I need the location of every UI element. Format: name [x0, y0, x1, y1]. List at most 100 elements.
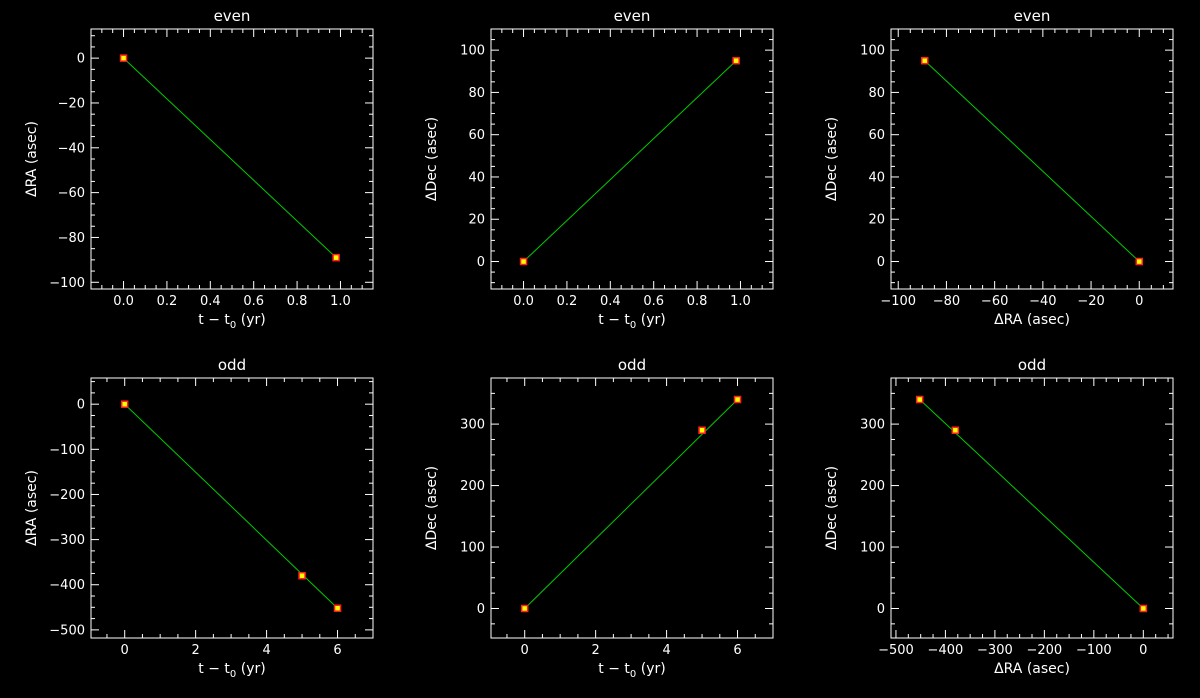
data-point — [733, 395, 742, 404]
x-tick-label: −20 — [1077, 294, 1104, 309]
x-tick-label: −500 — [878, 643, 914, 658]
y-tick-label: −60 — [58, 186, 85, 201]
y-tick-label: 40 — [868, 170, 885, 185]
x-tick-label: −400 — [928, 643, 964, 658]
panel-1: even 0.0 0.2 0.4 0.6 0.8 1.0 −100 −80 −60 −40 −20 0 t… — [24, 7, 374, 331]
fit-line — [919, 399, 1144, 609]
y-tick-label: 200 — [460, 479, 485, 494]
x-tick-label: 4 — [662, 643, 670, 658]
y-tick-label: 0 — [77, 398, 85, 413]
x-tick-label: 0 — [121, 643, 129, 658]
plot-frame — [490, 377, 774, 639]
x-tick-label: 0.8 — [687, 294, 708, 309]
x-tick-label: 6 — [333, 643, 341, 658]
y-tick-label: 100 — [460, 44, 485, 59]
data-point — [333, 604, 342, 612]
y-axis-label: ΔRA (asec) — [24, 470, 40, 546]
x-tick-label: 1.0 — [730, 294, 751, 309]
x-tick-label: 2 — [592, 643, 600, 658]
x-tick-label: 0.0 — [513, 294, 534, 309]
panel-title: odd — [218, 356, 246, 374]
x-tick-label: 4 — [262, 643, 270, 658]
x-tick-label: 0.0 — [113, 294, 134, 309]
y-tick-label: 0 — [477, 255, 485, 270]
y-tick-label: 0 — [877, 255, 885, 270]
panel-title: even — [214, 7, 251, 25]
data-point — [119, 54, 128, 62]
x-axis-label: t − t0 (yr) — [598, 312, 665, 331]
y-tick-label: −20 — [58, 96, 85, 111]
panel-title: even — [614, 7, 651, 25]
x-axis-label: t − t0 (yr) — [198, 312, 265, 331]
x-axis-label: ΔRA (asec) — [994, 312, 1070, 328]
x-tick-label: −300 — [977, 643, 1013, 658]
y-tick-label: 60 — [868, 128, 885, 143]
x-tick-label: −80 — [933, 294, 960, 309]
x-tick-label: −40 — [1029, 294, 1056, 309]
data-point — [951, 426, 960, 434]
data-point — [920, 56, 929, 65]
x-tick-label: 0.8 — [287, 294, 308, 309]
y-tick-label: 300 — [860, 418, 885, 433]
y-tick-label: −200 — [49, 488, 85, 503]
data-point — [332, 253, 340, 262]
data-point — [1135, 257, 1144, 266]
y-tick-label: −300 — [49, 533, 85, 548]
y-tick-label: −40 — [58, 141, 85, 156]
x-tick-label: 0 — [521, 643, 529, 658]
fit-line — [924, 60, 1140, 262]
y-tick-label: 0 — [877, 602, 885, 617]
panel-title: even — [1014, 7, 1051, 25]
data-point — [120, 400, 129, 408]
x-axis-label: t − t0 (yr) — [598, 661, 665, 680]
y-tick-label: 0 — [77, 52, 85, 67]
x-tick-label: 0.2 — [557, 294, 578, 309]
plot-frame — [90, 28, 374, 290]
data-point — [298, 571, 306, 580]
panel-4: odd 0 2 4 6 −500 −400 −300 −200 −100 0 t − t0 (yr) Δ… — [24, 356, 374, 680]
y-tick-label: 0 — [477, 602, 485, 617]
panel-6: odd −500 −400 −300 −200 −100 0 0 100 200 300 ΔRA (a… — [824, 356, 1174, 677]
y-tick-label: −100 — [49, 276, 85, 291]
x-tick-label: −60 — [981, 294, 1008, 309]
y-axis-label: ΔDec (asec) — [424, 466, 440, 550]
y-axis-label: ΔDec (asec) — [824, 117, 840, 201]
plot-frame — [890, 28, 1174, 290]
x-tick-label: 1.0 — [330, 294, 351, 309]
x-tick-label: 0 — [1135, 294, 1143, 309]
y-tick-label: 20 — [868, 213, 885, 228]
y-tick-label: 100 — [860, 541, 885, 556]
y-tick-label: 80 — [468, 86, 485, 101]
y-tick-label: −400 — [49, 578, 85, 593]
y-tick-label: 100 — [460, 541, 485, 556]
y-tick-label: 80 — [868, 86, 885, 101]
y-axis-label: ΔRA (asec) — [24, 121, 40, 197]
panel-title: odd — [618, 356, 646, 374]
y-tick-label: 20 — [468, 213, 485, 228]
data-point — [698, 426, 706, 434]
plot-frame — [90, 377, 374, 639]
data-point — [1139, 604, 1148, 613]
x-tick-label: −100 — [1076, 643, 1112, 658]
data-point — [915, 395, 924, 404]
y-axis-label: ΔDec (asec) — [424, 117, 440, 201]
y-tick-label: 60 — [468, 128, 485, 143]
y-axis-label: ΔDec (asec) — [824, 466, 840, 550]
y-tick-label: −100 — [49, 443, 85, 458]
x-tick-label: 0.6 — [643, 294, 664, 309]
fit-line — [523, 60, 737, 262]
x-tick-label: −100 — [880, 294, 916, 309]
y-tick-label: 100 — [860, 44, 885, 59]
data-point — [520, 604, 529, 613]
x-tick-label: 0.6 — [243, 294, 264, 309]
y-tick-label: −80 — [58, 231, 85, 246]
x-tick-label: 0.4 — [200, 294, 221, 309]
y-tick-label: 40 — [468, 170, 485, 185]
panel-5: odd 0 2 4 6 0 100 200 300 t − t0 (yr) ΔDec (asec) — [424, 356, 774, 680]
panel-3: even −100 −80 −60 −40 −20 0 0 20 40 60 80 100 ΔRA (as… — [824, 7, 1174, 328]
panel-2: even 0.0 0.2 0.4 0.6 0.8 1.0 0 20 40 60 80 100 t − t0… — [424, 7, 774, 331]
x-tick-label: 2 — [192, 643, 200, 658]
fit-line — [524, 399, 738, 609]
data-point — [519, 257, 528, 266]
